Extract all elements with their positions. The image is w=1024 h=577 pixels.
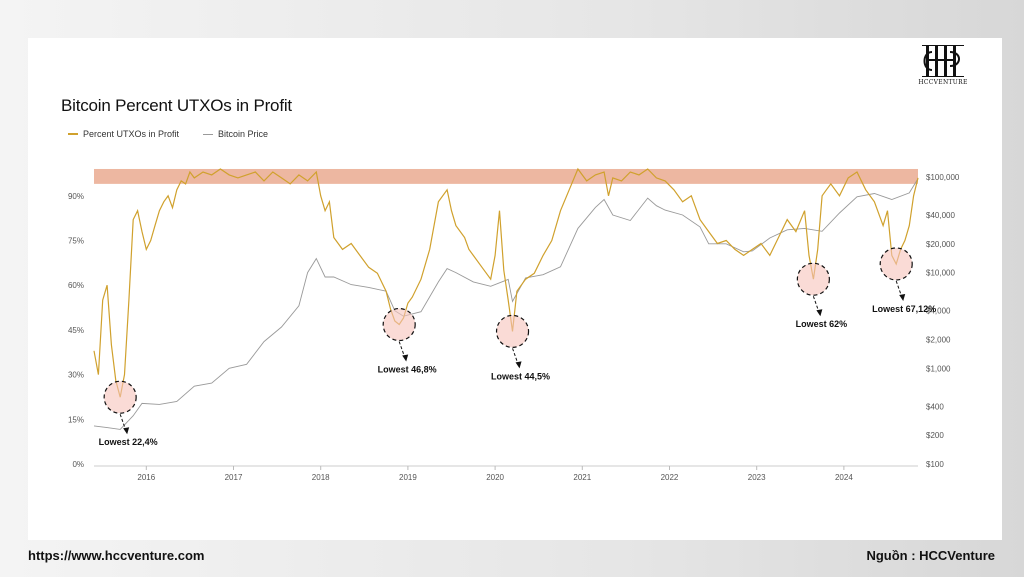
- brand-logo: HCCVENTURE: [918, 44, 968, 86]
- y-left-tick-label: 0%: [72, 460, 84, 469]
- annotation-circle: [796, 262, 830, 296]
- y-left-tick-label: 60%: [68, 281, 84, 290]
- x-tick-label: 2019: [399, 473, 417, 482]
- source-credit: Nguồn : HCCVenture: [866, 548, 995, 563]
- annotation-label: Lowest 67,12%: [872, 304, 936, 314]
- annotation-circle: [495, 314, 530, 348]
- x-tick-label: 2021: [573, 473, 591, 482]
- y-right-tick-label: $1,000: [926, 364, 951, 373]
- x-tick-label: 2024: [835, 473, 853, 482]
- y-right-tick-label: $200: [926, 431, 944, 440]
- annotation-arrowhead: [899, 293, 906, 301]
- y-right-tick-label: $100,000: [926, 173, 960, 182]
- legend-swatch-price: [203, 133, 214, 135]
- y-right-tick-label: $2,000: [926, 335, 951, 344]
- x-tick-label: 2023: [748, 473, 766, 482]
- legend-label-utxo: Percent UTXOs in Profit: [83, 129, 180, 139]
- y-right-tick-label: $100: [926, 460, 944, 469]
- chart-title: Bitcoin Percent UTXOs in Profit: [61, 96, 292, 115]
- y-left-tick-label: 30%: [68, 371, 84, 380]
- x-tick-label: 2016: [137, 473, 155, 482]
- x-tick-label: 2017: [225, 473, 243, 482]
- annotation-circle: [382, 307, 416, 342]
- annotation-arrowhead: [816, 309, 823, 317]
- annotation-arrowhead: [515, 361, 522, 369]
- legend-item-price: Bitcoin Price: [203, 129, 268, 139]
- legend-item-utxo: Percent UTXOs in Profit: [68, 129, 179, 139]
- annotation-arrowhead: [123, 427, 130, 435]
- y-right-tick-label: $400: [926, 402, 944, 411]
- chart-legend: Percent UTXOs in Profit Bitcoin Price: [68, 129, 268, 139]
- hcc-monogram-icon: [922, 45, 964, 77]
- annotation-label: Lowest 44,5%: [491, 371, 550, 381]
- chart-plot: 2016 2017 2018 2019 2020 2021 2022 2023 2024 0% 15…: [68, 167, 960, 482]
- legend-swatch-utxo: [68, 133, 78, 135]
- y-left-tick-label: 75%: [68, 237, 84, 246]
- y-right-tick-label: $20,000: [926, 240, 955, 249]
- website-url[interactable]: https://www.hccventure.com: [28, 548, 205, 563]
- series-line-utxo: [93, 167, 919, 398]
- y-left-tick-label: 90%: [68, 192, 84, 201]
- y-right-tick-label: $10,000: [926, 269, 955, 278]
- x-tick-label: 2022: [661, 473, 679, 482]
- x-tick-label: 2018: [312, 473, 330, 482]
- y-left-tick-label: 15%: [68, 415, 84, 424]
- logo-text: HCCVENTURE: [918, 79, 968, 86]
- legend-label-price: Bitcoin Price: [218, 129, 269, 139]
- x-tick-label: 2020: [486, 473, 504, 482]
- y-right-tick-label: $4,000: [926, 307, 951, 316]
- annotation-label: Lowest 62%: [796, 319, 848, 329]
- y-left-tick-label: 45%: [68, 326, 84, 335]
- series-line-bitcoin-price: [93, 178, 919, 430]
- annotation-label: Lowest 46,8%: [378, 365, 437, 375]
- annotation-circle: [879, 247, 913, 281]
- annotation-label: Lowest 22,4%: [99, 437, 158, 447]
- y-right-tick-label: $40,000: [926, 211, 955, 220]
- annotation-arrowhead: [402, 354, 409, 362]
- annotation-circle: [103, 380, 137, 414]
- chart-card: Bitcoin Percent UTXOs in Profit Percent …: [28, 38, 1002, 540]
- profit-band: [94, 168, 918, 184]
